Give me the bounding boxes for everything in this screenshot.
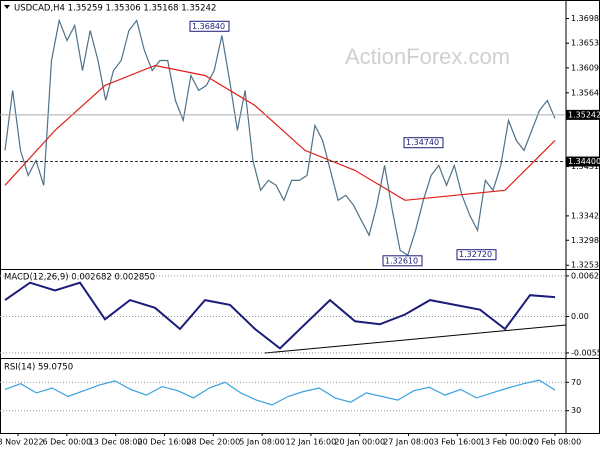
y-tick-label: 30 [571, 406, 581, 415]
x-tick-label: 28 Nov 2022 [0, 438, 44, 447]
series-line [4, 379, 556, 406]
y-tick-label: 1.32980 [571, 236, 600, 245]
annotation-box [382, 255, 423, 267]
x-tick-label: 5 Jan 08:00 [239, 438, 285, 447]
x-tick-label: 20 Jan 00:00 [334, 438, 385, 447]
annotation-label: 1.32720 [459, 250, 492, 259]
y-tick-label: 1.36535 [571, 39, 600, 48]
annotation-label: 1.36840 [192, 22, 225, 31]
x-tick-label: 20 Dec 16:00 [138, 438, 192, 447]
rsi-title: RSI(14) 59.0750 [4, 363, 73, 373]
trend-line [264, 324, 567, 354]
x-tick-label: 27 Jan 08:00 [383, 438, 434, 447]
level-label: 1.34400 [568, 157, 600, 166]
annotation-label: 1.32610 [385, 256, 418, 265]
x-tick-label: 28 Dec 20:00 [186, 438, 240, 447]
y-tick-label: 1.36090 [571, 63, 600, 72]
menu-arrow [4, 5, 10, 9]
y-tick-label: 1.35640 [571, 88, 600, 97]
series-line [4, 281, 556, 350]
series-line [4, 18, 556, 257]
x-tick-label: 12 Jan 16:00 [286, 438, 337, 447]
y-tick-label: 1.33420 [571, 211, 600, 220]
x-tick-label: 6 Dec 00:00 [42, 438, 91, 447]
annotation-box [403, 137, 444, 149]
annotation-box [456, 249, 497, 261]
x-tick-label: 20 Feb 08:00 [529, 438, 581, 447]
annotation-label: 1.34740 [406, 138, 439, 147]
watermark: ActionForex.com [345, 44, 510, 69]
x-tick-label: 13 Feb 00:00 [480, 438, 532, 447]
level-label-box [566, 156, 600, 167]
annotation-box [189, 20, 230, 32]
chart-title: USDCAD,H4 1.35259 1.35306 1.35168 1.3524… [14, 4, 216, 14]
y-tick-label: 0.006208 [571, 271, 600, 280]
y-tick-label: 1.36980 [571, 14, 600, 23]
price-label-box [566, 109, 600, 120]
price-label: 1.35242 [568, 110, 600, 119]
y-tick-label: 70 [571, 378, 581, 387]
y-tick-label: 1.32530 [571, 261, 600, 270]
x-tick-label: 3 Feb 16:00 [434, 438, 481, 447]
y-tick-label: -0.005577 [571, 348, 600, 357]
macd-title: MACD(12,26,9) 0.002682 0.002850 [4, 273, 155, 283]
y-tick-label: 0.00 [571, 312, 589, 321]
x-tick-label: 13 Dec 08:00 [89, 438, 143, 447]
series-line [4, 64, 556, 201]
